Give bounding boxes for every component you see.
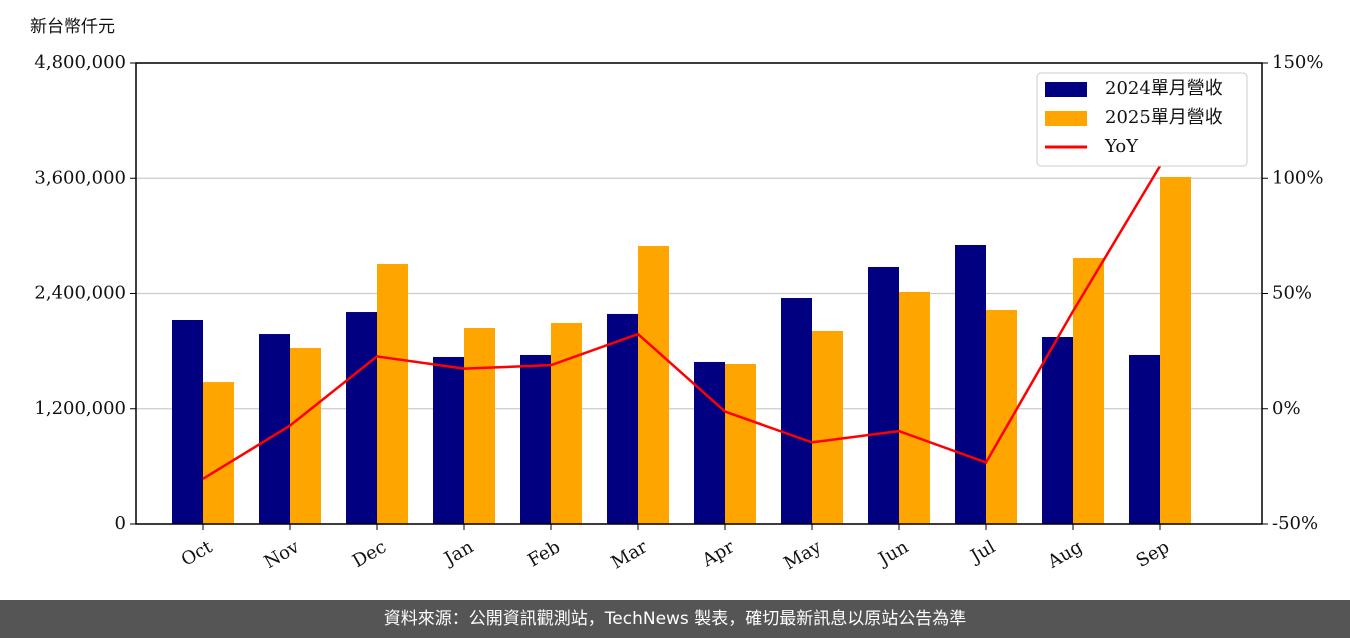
y-tick-label: 1,200,000 (34, 398, 126, 419)
bar (520, 354, 551, 524)
legend-label: 2024單月營收 (1105, 78, 1223, 99)
x-tick-label: Nov (261, 536, 304, 573)
y-tick-label: 2,400,000 (34, 283, 126, 304)
x-tick-label: Apr (698, 536, 738, 571)
bar (1160, 177, 1191, 524)
bar (433, 356, 464, 524)
x-tick-label: Oct (178, 536, 217, 571)
bar (899, 291, 930, 524)
bar (638, 245, 669, 524)
yoy-line (202, 165, 1162, 480)
y-axis-label: 新台幣仟元 (30, 17, 115, 37)
y2-tick-label: -50% (1272, 513, 1318, 534)
legend-swatch (1045, 82, 1087, 97)
bar (1073, 257, 1104, 524)
bar (377, 264, 408, 524)
x-tick-label: Sep (1133, 536, 1173, 571)
bar (812, 330, 843, 524)
bar (290, 347, 321, 524)
x-tick-label: May (780, 536, 825, 574)
bar (868, 266, 899, 524)
x-tick-label: Jul (965, 536, 999, 568)
y-tick-label: 0 (115, 513, 126, 534)
y2-tick-label: 0% (1272, 398, 1301, 419)
legend-box (1036, 72, 1248, 167)
x-tick-label: Jan (439, 536, 477, 570)
chart: 新台幣仟元 0 1,200,000 2,400,000 3,600,000 4,800,… (30, 17, 1323, 574)
bar (781, 298, 812, 524)
footer: 資料來源：公開資訊觀測站，TechNews 製表，確切最新訊息以原站公告為準 (0, 600, 1350, 638)
bar (346, 312, 377, 524)
y-tick-label: 3,600,000 (34, 167, 126, 188)
y2-tick-label: 100% (1272, 167, 1323, 188)
y2-tick-label: 50% (1272, 283, 1312, 304)
plot-frame (135, 62, 1263, 525)
x-tick-label: Jun (873, 536, 912, 571)
y2-tick-label: 150% (1272, 52, 1323, 73)
legend-swatch (1045, 111, 1087, 126)
x-tick-label: Feb (524, 536, 564, 571)
x-tick-label: Dec (349, 536, 390, 572)
x-tick-label: Mar (608, 536, 652, 573)
bar (955, 244, 986, 524)
bar (725, 363, 756, 524)
bar (1129, 354, 1160, 524)
legend-label: 2025單月營收 (1105, 107, 1223, 128)
y-tick-label: 4,800,000 (34, 52, 126, 73)
legend-label: YoY (1104, 136, 1139, 157)
bar (172, 320, 203, 524)
bar (1042, 337, 1073, 524)
bar (694, 361, 725, 524)
x-tick-label: Aug (1043, 536, 1086, 573)
bar (203, 382, 234, 524)
bar (607, 313, 638, 524)
bar (464, 327, 495, 524)
bar (551, 322, 582, 524)
